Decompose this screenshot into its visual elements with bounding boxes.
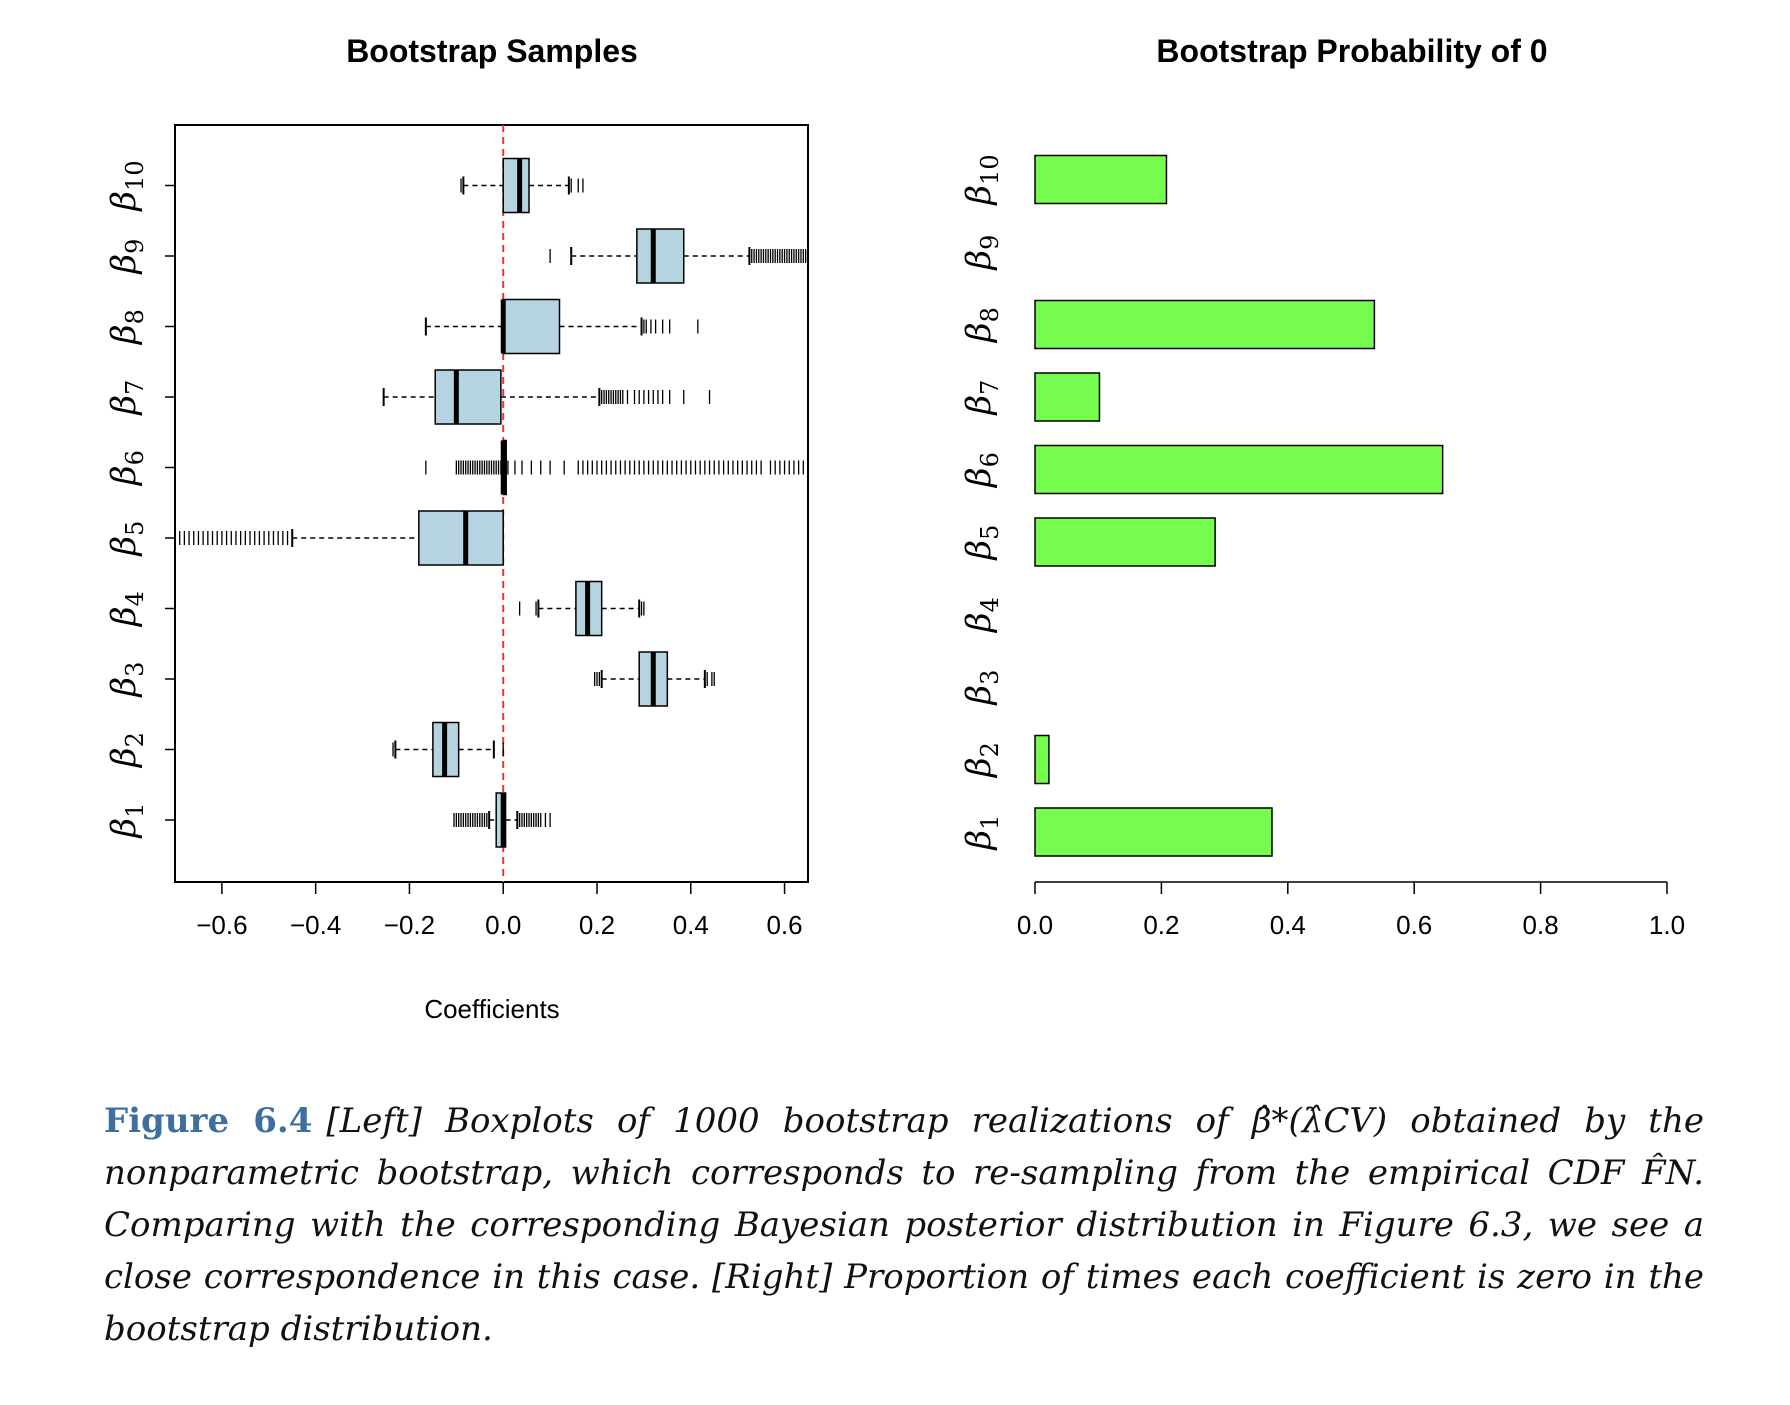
boxplot-4: [518, 580, 645, 637]
beta-label-5: β5: [104, 521, 149, 558]
right-y-axis: β1 β2 β3 β4 β5 β6 β7 β8 β9 β10: [959, 154, 1004, 851]
prob-bar-2: [1034, 734, 1050, 785]
beta-label-10: β10: [104, 160, 149, 212]
beta-label-4: β4: [104, 591, 149, 628]
x-tick-label: 1.0: [1649, 910, 1685, 940]
beta-subscript: 10: [121, 160, 149, 191]
probability-bars: [1034, 154, 1444, 857]
x-tick-label: 0.0: [1017, 910, 1053, 940]
x-tick-label: 0.8: [1523, 910, 1559, 940]
box: [502, 298, 561, 355]
beta-subscript: 1: [976, 815, 1004, 830]
boxplot-8: [424, 298, 699, 355]
left-plot-frame: [174, 124, 809, 883]
beta-subscript: 6: [121, 450, 149, 465]
x-tick-label: 0.2: [1143, 910, 1179, 940]
beta-subscript: 2: [121, 732, 149, 747]
x-tick-label: 0.2: [579, 910, 615, 940]
figure: Bootstrap Samples β1 β2 β3 β4 β5 β6 β7 β8 β9 β10 …: [104, 33, 1685, 1024]
beta-subscript: 2: [976, 742, 1004, 757]
right-beta-label-7: β7: [959, 380, 1004, 417]
beta-subscript: 6: [976, 452, 1004, 467]
beta-label-3: β3: [104, 662, 149, 699]
boxplot-3: [594, 651, 715, 707]
figure-caption: Figure 6.4 [Left] Boxplots of 1000 bootst…: [104, 1095, 1704, 1355]
right-beta-label-1: β1: [959, 815, 1004, 852]
beta-subscript: 3: [121, 662, 149, 677]
right-beta-label-3: β3: [959, 670, 1004, 707]
x-tick-label: 0.6: [1396, 910, 1432, 940]
beta-subscript: 10: [976, 154, 1004, 185]
right-beta-label-5: β5: [959, 525, 1004, 562]
caption-text: [Left] Boxplots of 1000 bootstrap realiz…: [104, 1101, 1704, 1349]
right-x-axis: 0.0 0.2 0.4 0.6 0.8 1.0: [1017, 881, 1685, 940]
box: [636, 228, 685, 284]
boxplot-2: [392, 721, 504, 778]
beta-label-6: β6: [104, 450, 149, 487]
box: [434, 369, 502, 425]
box: [418, 510, 504, 566]
left-panel-title: Bootstrap Samples: [346, 33, 638, 69]
prob-bar-8: [1034, 299, 1376, 350]
right-beta-label-10: β10: [959, 154, 1004, 206]
beta-label-8: β8: [104, 309, 149, 346]
boxplot-1: [453, 792, 551, 848]
beta-subscript: 7: [121, 380, 149, 395]
boxplot-5: [179, 510, 504, 566]
left-y-axis: β1 β2 β3 β4 β5 β6 β7 β8 β9 β10: [104, 160, 175, 839]
boxplot-9: [549, 228, 807, 284]
beta-subscript: 5: [976, 525, 1004, 540]
beta-subscript: 3: [976, 670, 1004, 685]
right-beta-label-9: β9: [959, 235, 1004, 272]
beta-subscript: 4: [121, 591, 149, 606]
beta-subscript: 8: [976, 307, 1004, 322]
beta-subscript: 1: [121, 803, 149, 818]
beta-label-1: β1: [104, 803, 149, 840]
x-tick-label: 0.0: [485, 910, 521, 940]
figure-label: Figure 6.4: [104, 1101, 313, 1141]
right-beta-label-8: β8: [959, 307, 1004, 344]
right-beta-label-2: β2: [959, 742, 1004, 779]
box: [502, 157, 530, 214]
x-tick-label: 0.4: [1270, 910, 1306, 940]
x-tick-label: −0.6: [196, 910, 247, 940]
right-beta-label-6: β6: [959, 452, 1004, 489]
left-x-axis-title: Coefficients: [424, 994, 559, 1024]
boxplot-10: [460, 157, 584, 214]
beta-label-7: β7: [104, 380, 149, 417]
beta-label-9: β9: [104, 239, 149, 276]
x-tick-label: −0.2: [384, 910, 435, 940]
beta-subscript: 9: [976, 235, 1004, 250]
beta-subscript: 9: [121, 239, 149, 254]
prob-bar-5: [1034, 517, 1216, 567]
beta-label-2: β2: [104, 732, 149, 769]
prob-bar-7: [1034, 372, 1101, 422]
beta-subscript: 4: [976, 597, 1004, 612]
x-tick-label: 0.6: [766, 910, 802, 940]
left-x-axis: −0.6 −0.4 −0.2 0.0 0.2 0.4 0.6: [196, 882, 803, 940]
boxplot-panel: Bootstrap Samples β1β2β3β4β5β6β7β8β9β10 …: [104, 33, 809, 1024]
beta-subscript: 8: [121, 309, 149, 324]
x-tick-label: 0.4: [673, 910, 709, 940]
figure-svg: Bootstrap Samples β1β2β3β4β5β6β7β8β9β10 …: [104, 33, 1685, 1024]
right-beta-label-4: β4: [959, 597, 1004, 634]
boxplots: [179, 157, 807, 848]
boxplot-6: [425, 439, 804, 496]
prob-bar-10: [1034, 154, 1168, 205]
probability-panel: Bootstrap Probability of 0 β1β2β3β4β5β6β…: [959, 33, 1685, 940]
prob-bar-1: [1034, 807, 1273, 857]
beta-subscript: 7: [976, 380, 1004, 395]
x-tick-label: −0.4: [290, 910, 341, 940]
right-panel-title: Bootstrap Probability of 0: [1156, 33, 1547, 69]
prob-bar-6: [1034, 444, 1444, 495]
boxplot-7: [382, 369, 711, 425]
beta-subscript: 5: [121, 521, 149, 536]
